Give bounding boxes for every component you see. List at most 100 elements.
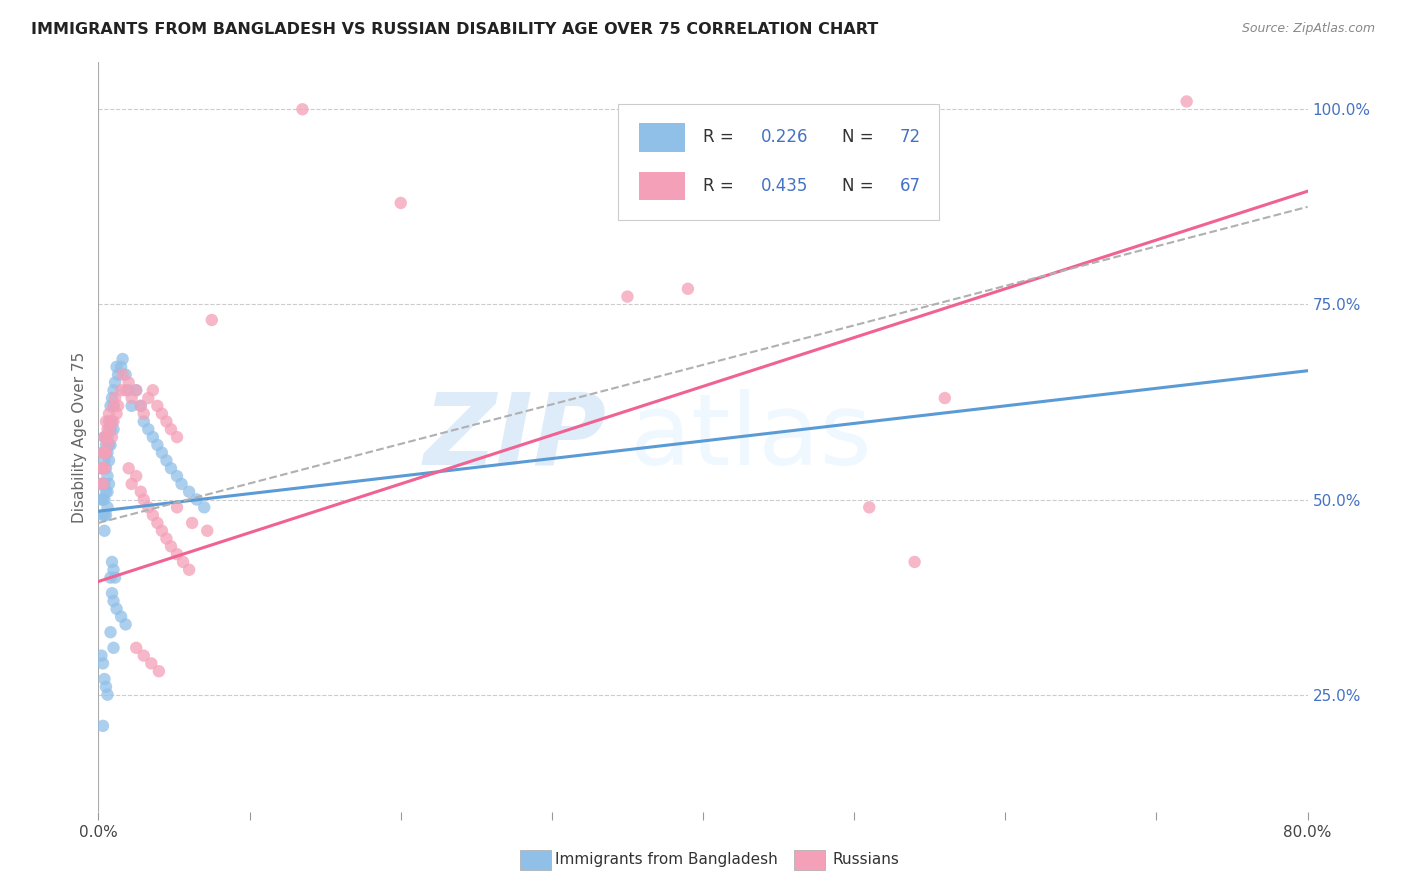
Point	[136, 500, 159, 515]
Point	[103, 594, 125, 608]
Point	[291, 102, 314, 116]
Point	[96, 422, 118, 436]
Text: IMMIGRANTS FROM BANGLADESH VS RUSSIAN DISABILITY AGE OVER 75 CORRELATION CHART: IMMIGRANTS FROM BANGLADESH VS RUSSIAN DI…	[31, 22, 879, 37]
Text: R =: R =	[703, 128, 740, 146]
Text: Source: ZipAtlas.com: Source: ZipAtlas.com	[1241, 22, 1375, 36]
Point	[201, 313, 224, 327]
Point	[110, 384, 132, 398]
Point	[91, 476, 114, 491]
Point	[100, 399, 122, 413]
Point	[98, 476, 121, 491]
Point	[114, 368, 136, 382]
Point	[193, 500, 215, 515]
Point	[141, 657, 163, 671]
Point	[93, 508, 115, 523]
Point	[100, 422, 122, 436]
Point	[90, 476, 112, 491]
Point	[129, 399, 152, 413]
Point	[125, 384, 148, 398]
Point	[1175, 95, 1198, 109]
Point	[121, 391, 143, 405]
Point	[166, 469, 188, 483]
Point	[142, 384, 165, 398]
Point	[103, 415, 125, 429]
Point	[91, 446, 114, 460]
Point	[146, 516, 169, 530]
Bar	[638, 123, 685, 152]
Point	[93, 430, 115, 444]
Point	[90, 461, 112, 475]
Point	[91, 446, 114, 460]
Text: R =: R =	[703, 178, 740, 195]
Point	[155, 532, 177, 546]
Point	[93, 672, 115, 686]
Point	[195, 524, 218, 538]
Point	[155, 415, 177, 429]
Point	[103, 563, 125, 577]
Point	[904, 555, 927, 569]
Point	[101, 415, 124, 429]
Point	[103, 640, 125, 655]
Point	[934, 391, 956, 405]
Point	[114, 384, 136, 398]
Point	[105, 407, 128, 421]
Point	[129, 399, 152, 413]
Point	[91, 461, 114, 475]
Point	[118, 461, 141, 475]
Point	[136, 422, 159, 436]
Point	[166, 500, 188, 515]
Point	[111, 368, 134, 382]
Point	[107, 399, 129, 413]
Point	[90, 492, 112, 507]
Point	[170, 476, 193, 491]
Point	[121, 476, 143, 491]
Point	[98, 415, 121, 429]
Point	[104, 391, 127, 405]
Text: atlas: atlas	[630, 389, 872, 485]
Point	[155, 453, 177, 467]
Point	[104, 571, 127, 585]
Point	[93, 430, 115, 444]
Point	[105, 602, 128, 616]
Point	[107, 368, 129, 382]
Point	[142, 508, 165, 523]
Point	[98, 453, 121, 467]
Point	[132, 648, 155, 663]
Text: 67: 67	[900, 178, 921, 195]
Point	[96, 438, 118, 452]
Point	[94, 438, 117, 452]
Point	[93, 446, 115, 460]
Point	[101, 586, 124, 600]
Point	[132, 407, 155, 421]
Point	[96, 500, 118, 515]
Text: Immigrants from Bangladesh: Immigrants from Bangladesh	[555, 853, 778, 867]
Point	[94, 415, 117, 429]
Point	[160, 539, 183, 553]
Point	[125, 640, 148, 655]
Point	[103, 422, 125, 436]
Point	[100, 571, 122, 585]
Point	[858, 500, 880, 515]
Point	[148, 664, 170, 679]
Point	[103, 399, 125, 413]
Point	[132, 415, 155, 429]
Text: Russians: Russians	[832, 853, 900, 867]
Point	[91, 476, 114, 491]
Text: ZIP: ZIP	[423, 389, 606, 485]
Point	[98, 422, 121, 436]
Text: 72: 72	[900, 128, 921, 146]
Point	[94, 680, 117, 694]
Point	[110, 609, 132, 624]
Point	[103, 384, 125, 398]
Text: 0.226: 0.226	[761, 128, 808, 146]
Point	[118, 384, 141, 398]
Point	[90, 648, 112, 663]
Point	[96, 688, 118, 702]
Point	[100, 625, 122, 640]
Point	[136, 391, 159, 405]
Point	[114, 617, 136, 632]
Point	[150, 524, 173, 538]
Point	[389, 195, 412, 210]
Point	[181, 516, 204, 530]
Point	[101, 555, 124, 569]
